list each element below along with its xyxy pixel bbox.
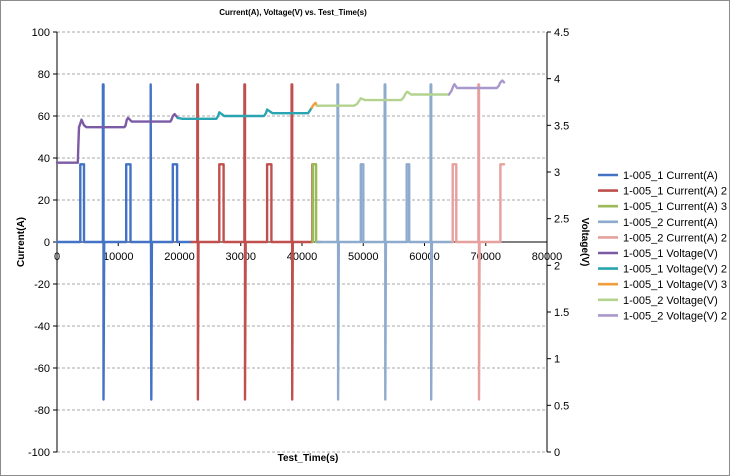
series-line-1 [55, 83, 194, 401]
x-axis-label: Test_Time(s) [278, 453, 339, 464]
y2-tick-label: 4.5 [554, 27, 569, 39]
legend: 1-005_1 Current(A) 1-005_1 Current(A) 2 1-… [598, 170, 727, 322]
series-line-2 [190, 83, 317, 401]
legend-label: 1-005_2 Current(A) [623, 217, 718, 229]
x-tick-label: 60000 [409, 251, 440, 263]
y-tick-label: -100 [28, 447, 50, 459]
legend-label: 1-005_1 Current(A) [623, 170, 718, 182]
y2-axis-label: Voltage(V) [579, 218, 590, 267]
y2-tick-label: 1 [554, 354, 560, 366]
x-tick-label: 40000 [287, 251, 318, 263]
legend-label: 1-005_1 Voltage(V) 2 [623, 264, 727, 276]
y-tick-label: 0 [44, 237, 50, 249]
y-tick-label: -60 [34, 363, 50, 375]
y2-tick-label: 4 [554, 74, 560, 86]
y2-tick-label: 2.5 [554, 214, 569, 226]
series-line-5 [450, 83, 506, 401]
series-line-7 [176, 106, 313, 121]
y-tick-label: 80 [38, 69, 50, 81]
series-layer [55, 79, 506, 401]
legend-label: 1-005_1 Voltage(V) [623, 248, 718, 260]
x-tick-label: 20000 [164, 251, 195, 263]
series-line-9 [315, 90, 451, 107]
x-tick-label: 10000 [103, 251, 134, 263]
y-axis-ticks: 100 80 60 40 20 0 -20 -40 -60 -80 -100 [28, 27, 57, 459]
y2-tick-label: 3.5 [554, 120, 569, 132]
chart-title: Current(A), Voltage(V) vs. Test_Time(s) [219, 8, 367, 17]
y2-tick-label: 3 [554, 167, 560, 179]
x-tick-label: 80000 [532, 251, 563, 263]
x-tick-label: 30000 [225, 251, 256, 263]
y-tick-label: -80 [34, 405, 50, 417]
series-line-3 [311, 163, 322, 244]
series-line-4 [316, 83, 454, 401]
x-tick-label: 70000 [470, 251, 501, 263]
legend-label: 1-005_1 Current(A) 3 [623, 201, 727, 213]
x-axis-ticks: 0 10000 20000 30000 40000 50000 60000 70000 8000… [54, 242, 562, 263]
y-axis-label: Current(A) [16, 217, 27, 267]
series-line-6 [55, 112, 179, 164]
y2-tick-label: 0.5 [554, 400, 569, 412]
legend-label: 1-005_1 Current(A) 2 [623, 186, 727, 198]
legend-label: 1-005_1 Voltage(V) 3 [623, 279, 727, 291]
legend-label: 1-005_2 Current(A) 2 [623, 232, 727, 244]
y2-axis-ticks: 4.5 4 3.5 3 2.5 2 1.5 1 0.5 0 [547, 27, 569, 459]
y2-tick-label: 1.5 [554, 307, 569, 319]
y-tick-label: 40 [38, 153, 50, 165]
y-tick-label: -40 [34, 321, 50, 333]
y-tick-label: 20 [38, 195, 50, 207]
y2-tick-label: 2 [554, 260, 560, 272]
y2-tick-label: 0 [554, 447, 560, 459]
y-tick-label: 100 [32, 27, 50, 39]
series-line-10 [447, 79, 506, 96]
legend-label: 1-005_2 Voltage(V) [623, 295, 718, 307]
gridlines [57, 31, 547, 453]
x-tick-label: 0 [54, 251, 60, 263]
y-tick-label: -20 [34, 279, 50, 291]
x-tick-label: 50000 [348, 251, 379, 263]
y-tick-label: 60 [38, 111, 50, 123]
legend-label: 1-005_2 Voltage(V) 2 [623, 310, 727, 322]
